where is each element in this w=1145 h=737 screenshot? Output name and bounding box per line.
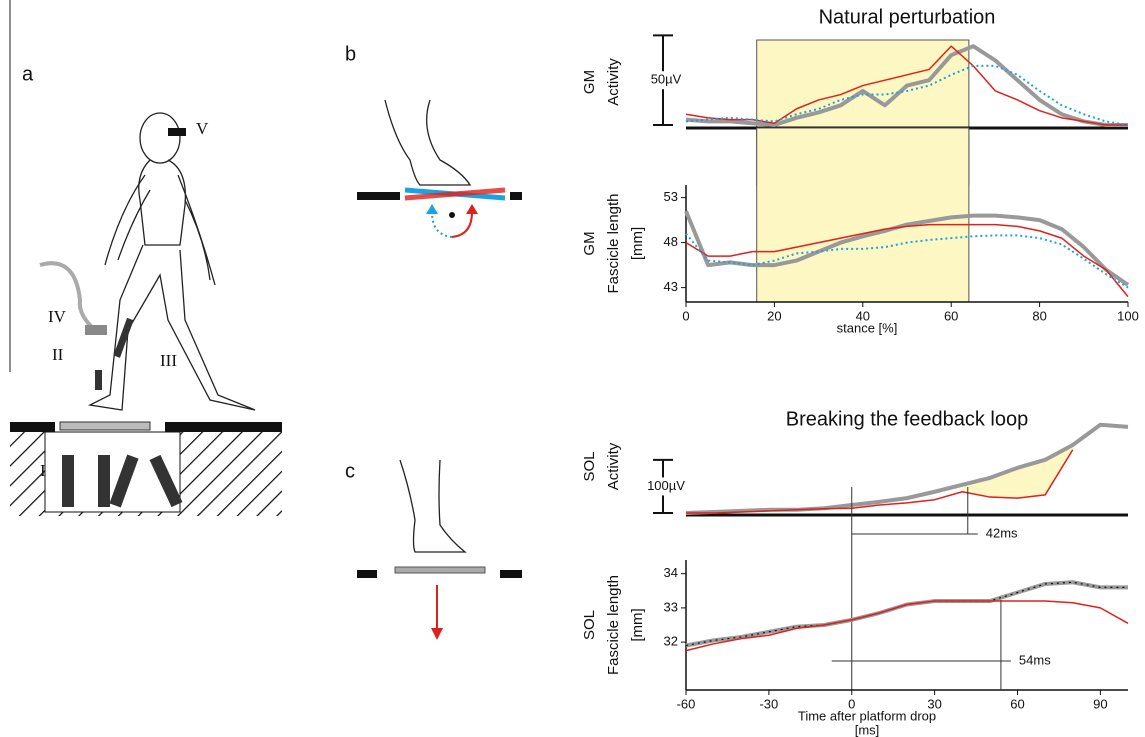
panel-label: c xyxy=(345,460,355,482)
y-tick-label: 48 xyxy=(664,234,678,249)
x-tick-label: 80 xyxy=(1032,308,1046,323)
y-axis-label: [mm] xyxy=(629,608,646,641)
x-tick-label: 60 xyxy=(944,308,958,323)
y-tick-label: 53 xyxy=(664,189,678,204)
series-line xyxy=(685,44,1128,127)
annotation-label: 54ms xyxy=(1019,652,1051,667)
chart-title: Natural perturbation xyxy=(819,6,996,28)
scale-label: 50µV xyxy=(651,72,682,87)
scale-label-bg xyxy=(641,477,685,496)
series-line xyxy=(685,64,1129,126)
y-axis-label: Fascicle length xyxy=(605,575,622,675)
diagram-label: III xyxy=(160,351,177,370)
scale-label-bg xyxy=(641,71,685,90)
y-axis-label: SOL xyxy=(581,451,598,481)
series-line xyxy=(685,223,1129,298)
y-axis-label: GM xyxy=(581,231,598,255)
x-tick-label: 20 xyxy=(767,308,781,323)
y-axis-label: SOL xyxy=(581,610,598,640)
x-tick-label: 90 xyxy=(1093,696,1107,711)
y-axis-label: GM xyxy=(581,70,598,94)
walker-illustration xyxy=(9,0,282,516)
series-line xyxy=(684,210,1130,287)
diagram-label: I xyxy=(40,461,46,480)
series-line xyxy=(685,600,1129,652)
y-axis-label: Activity xyxy=(605,58,622,106)
x-axis-label: stance [%] xyxy=(837,320,898,335)
x-tick-label: 60 xyxy=(1010,696,1024,711)
y-axis-label: Fascicle length xyxy=(605,193,622,293)
x-tick-label: 0 xyxy=(848,696,855,711)
highlight xyxy=(756,127,970,303)
x-tick-label: 40 xyxy=(856,308,870,323)
diagram-label: V xyxy=(196,119,209,138)
x-tick-label: -30 xyxy=(759,696,778,711)
panel-label: a xyxy=(22,63,34,85)
x-tick-label: 100 xyxy=(1117,308,1139,323)
annotation-label: 42ms xyxy=(986,525,1018,540)
y-axis-label: Activity xyxy=(605,442,622,490)
series-line xyxy=(685,580,1128,648)
y-tick-label: 32 xyxy=(664,634,678,649)
x-axis-label: Time after platform drop xyxy=(798,708,936,723)
chart-title: Breaking the feedback loop xyxy=(786,408,1028,430)
series-line xyxy=(685,422,1129,515)
series-line xyxy=(686,449,1074,514)
tilt-illustration xyxy=(357,99,522,238)
series-line xyxy=(685,45,1128,126)
y-axis-label: [mm] xyxy=(629,227,646,260)
y-tick-label: 43 xyxy=(664,279,678,294)
y-tick-label: 33 xyxy=(664,599,678,614)
diagram-label: IV xyxy=(48,307,67,326)
x-tick-label: 0 xyxy=(682,308,689,323)
series-line xyxy=(685,232,1129,289)
x-tick-label: -60 xyxy=(677,696,696,711)
x-axis-label: [ms] xyxy=(855,722,880,737)
diagram-label: II xyxy=(52,345,64,364)
panel-label: b xyxy=(345,43,356,65)
drop-illustration xyxy=(357,459,522,640)
fill-between xyxy=(962,444,1073,499)
y-tick-label: 34 xyxy=(664,565,678,580)
scale-label: 100µV xyxy=(647,478,685,493)
x-tick-label: 30 xyxy=(927,696,941,711)
